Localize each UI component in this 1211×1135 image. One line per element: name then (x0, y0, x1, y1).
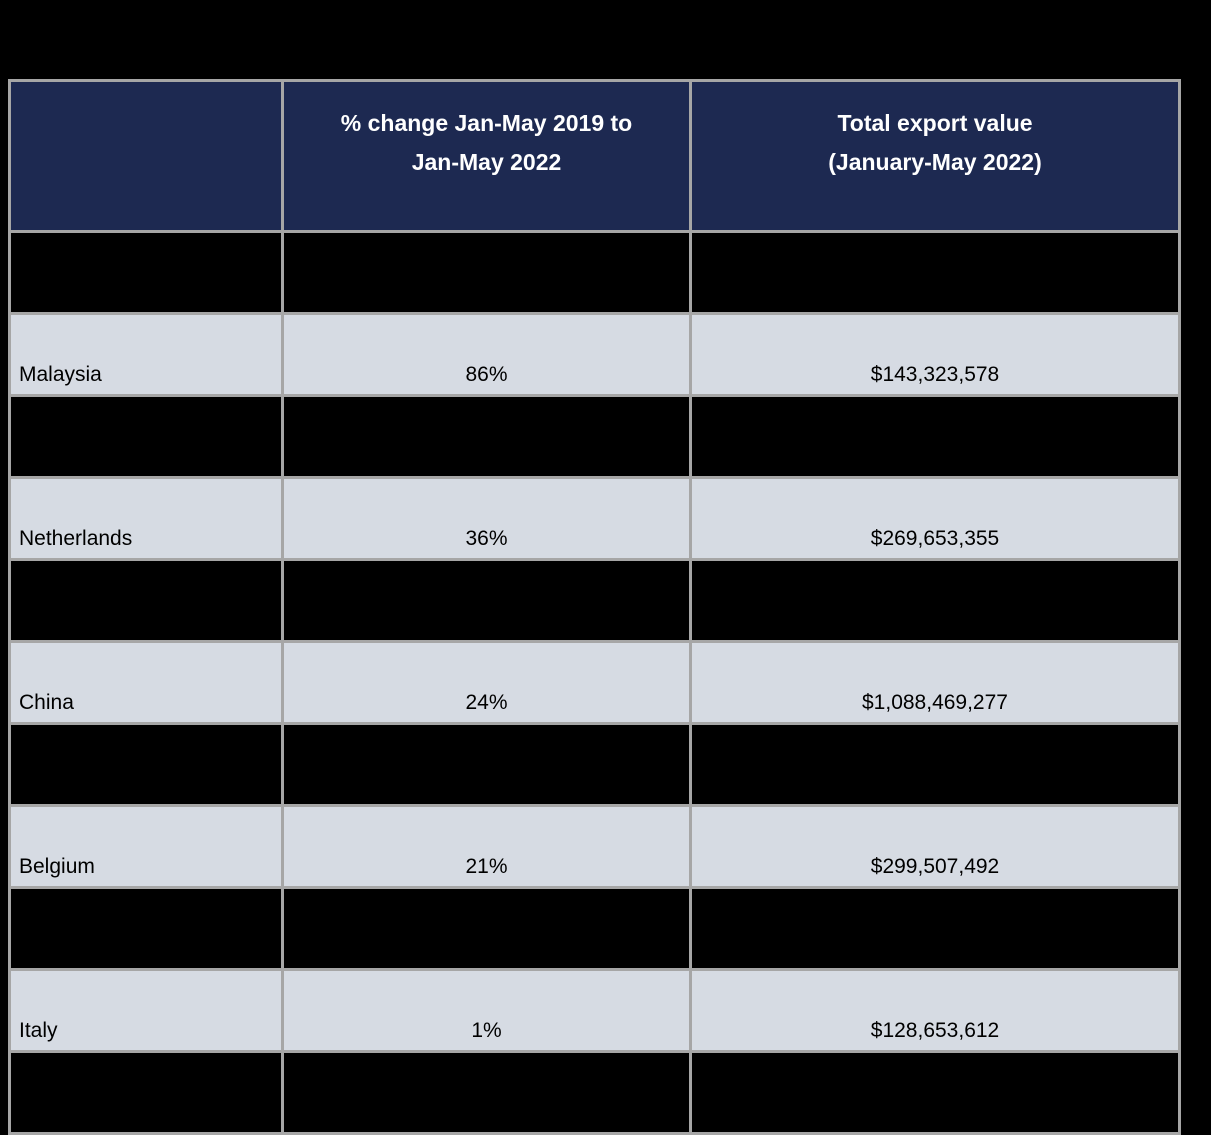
cell-change (281, 558, 692, 643)
cell-change: 21% (281, 804, 692, 889)
cell-value: $299,507,492 (689, 804, 1181, 889)
cell-country (8, 722, 284, 807)
column-header-country (8, 79, 284, 233)
cell-change: 1% (281, 968, 692, 1053)
cell-value: $143,323,578 (689, 312, 1181, 397)
cell-value (689, 722, 1181, 807)
cell-country (8, 558, 284, 643)
cell-change (281, 722, 692, 807)
table-header-row: % change Jan-May 2019 to Jan-May 2022 To… (8, 79, 1181, 233)
cell-change: 24% (281, 640, 692, 725)
table-row-italy: Italy 1% $128,653,612 (8, 968, 1181, 1053)
table-row-hidden (8, 886, 1181, 971)
cell-change (281, 230, 692, 315)
cell-country: Malaysia (8, 312, 284, 397)
cell-change: 86% (281, 312, 692, 397)
table-row-china: China 24% $1,088,469,277 (8, 640, 1181, 725)
export-table-container: % change Jan-May 2019 to Jan-May 2022 To… (8, 79, 1181, 1135)
table-row-netherlands: Netherlands 36% $269,653,355 (8, 476, 1181, 561)
column-header-change: % change Jan-May 2019 to Jan-May 2022 (281, 79, 692, 233)
cell-value (689, 886, 1181, 971)
table-row-hidden (8, 722, 1181, 807)
table-row-malaysia: Malaysia 86% $143,323,578 (8, 312, 1181, 397)
cell-change (281, 1050, 692, 1135)
cell-country: Italy (8, 968, 284, 1053)
table-row-hidden (8, 1050, 1181, 1135)
cell-value: $269,653,355 (689, 476, 1181, 561)
cell-country (8, 886, 284, 971)
cell-value (689, 1050, 1181, 1135)
cell-country: China (8, 640, 284, 725)
cell-value (689, 558, 1181, 643)
table-row-hidden (8, 558, 1181, 643)
cell-change: 36% (281, 476, 692, 561)
table-row-hidden (8, 230, 1181, 315)
cell-country (8, 394, 284, 479)
column-header-value: Total export value (January-May 2022) (689, 79, 1181, 233)
cell-value (689, 394, 1181, 479)
table-row-belgium: Belgium 21% $299,507,492 (8, 804, 1181, 889)
cell-value: $1,088,469,277 (689, 640, 1181, 725)
cell-country (8, 230, 284, 315)
cell-change (281, 886, 692, 971)
cell-country: Belgium (8, 804, 284, 889)
cell-change (281, 394, 692, 479)
cell-value (689, 230, 1181, 315)
cell-value: $128,653,612 (689, 968, 1181, 1053)
export-table: % change Jan-May 2019 to Jan-May 2022 To… (8, 79, 1181, 1135)
cell-country (8, 1050, 284, 1135)
table-row-hidden (8, 394, 1181, 479)
cell-country: Netherlands (8, 476, 284, 561)
